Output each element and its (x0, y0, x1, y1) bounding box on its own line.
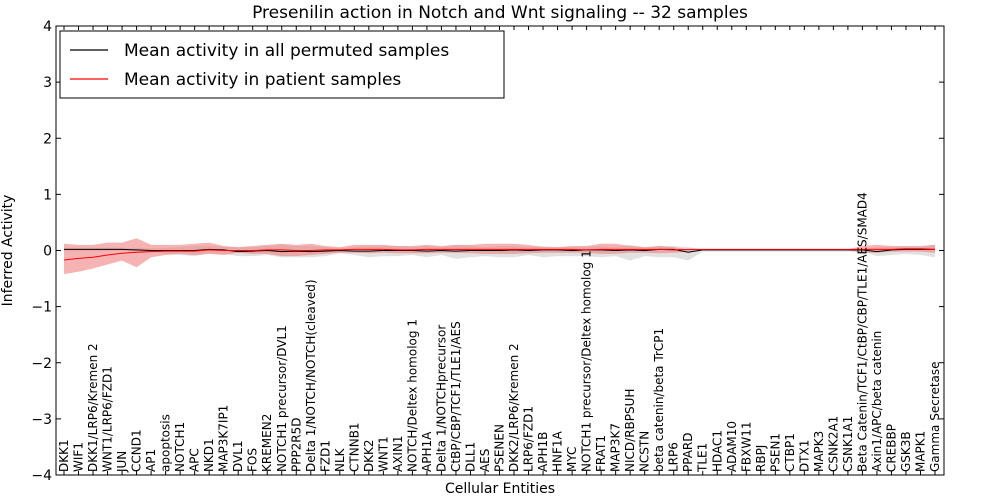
x-category-label: apoptosis (159, 414, 173, 472)
x-category-label: HDAC1 (710, 430, 724, 472)
y-tick-label: −1 (31, 300, 52, 316)
x-category-label: DKK1 (57, 439, 71, 472)
x-category-label: MAPK1 (914, 431, 928, 472)
x-category-label: NCSTN (638, 431, 652, 472)
x-category-label: Gamma Secretase (928, 361, 942, 472)
x-category-label: CtBP/CBP/TCF1/TLE1/AES (449, 321, 463, 472)
y-tick-label: 2 (43, 131, 52, 147)
x-category-label: Axin1/APC/beta catenin (870, 331, 884, 472)
x-axis-title: Cellular Entities (445, 481, 555, 497)
x-category-label: AP1 (144, 449, 158, 472)
y-tick-label: 3 (43, 75, 52, 91)
x-category-label: NLK (333, 447, 347, 472)
x-category-label: beta catenin/beta TrCP1 (652, 328, 666, 472)
legend-label: Mean activity in patient samples (124, 70, 401, 90)
series-line-patient (63, 248, 936, 261)
chart-title: Presenilin action in Notch and Wnt signa… (252, 3, 748, 23)
x-category-label: NOTCH1 precursor/Deltex homolog 1 (580, 250, 594, 472)
legend-box (59, 30, 505, 99)
x-category-label: AES (478, 449, 492, 472)
x-category-label: JUN (115, 451, 129, 473)
x-category-label: APC (188, 448, 202, 472)
x-category-label: DVL1 (231, 440, 245, 472)
x-category-label: CTBP1 (783, 433, 797, 472)
x-category-label: FRAT1 (594, 435, 608, 472)
y-axis-title: Inferred Activity (0, 195, 16, 307)
x-category-label: PSEN1 (768, 433, 782, 472)
x-category-label: NOTCH/Deltex homolog 1 (405, 319, 419, 472)
x-category-label: AXIN1 (391, 435, 405, 472)
x-category-label: NICD/RBPSUH (623, 389, 637, 472)
y-axis-ticks: −4 −3 −2 −1 0 1 2 3 4 (31, 19, 944, 484)
x-category-label: DLL1 (464, 442, 478, 472)
x-category-label: MAPK3 (812, 431, 826, 472)
x-category-label: FBXW11 (739, 422, 753, 473)
x-category-label: WNT1 (376, 436, 390, 472)
x-category-label: APH1A (420, 431, 434, 472)
x-category-label: PPP2R5D (289, 417, 303, 472)
plot-frame (55, 25, 945, 476)
confidence-bands (64, 238, 935, 275)
x-category-label: CREBBP (885, 424, 899, 472)
x-category-label: DKK2 (362, 439, 376, 472)
x-category-label: LRP6/FZD1 (522, 406, 536, 472)
x-axis-ticks (63, 26, 936, 475)
x-category-label: MAP3K7IP1 (217, 405, 231, 472)
x-category-label: NKD1 (202, 438, 216, 472)
x-category-label: RBPJ (754, 445, 768, 472)
x-category-label: Beta Catenin/TCF1/CtBP/CBP/TLE1/AES/SMAD… (855, 192, 869, 472)
x-category-label: Delta 1/NOTCH/NOTCH(cleaved) (304, 279, 318, 472)
x-category-label: WIF1 (72, 442, 86, 472)
y-tick-label: −2 (31, 356, 52, 372)
x-category-label: Delta 1/NOTCHprecursor (434, 325, 448, 472)
x-category-label: CCND1 (130, 429, 144, 472)
y-tick-label: −3 (31, 412, 52, 428)
x-category-label: MYC (565, 447, 579, 472)
x-category-label: DKK1/LRP6/Kremen 2 (86, 343, 100, 472)
x-category-label: CSNK1A1 (841, 416, 855, 472)
x-category-labels: DKK1 WIF1 DKK1/LRP6/Kremen 2 WNT1/LRP6/FZD1… (57, 192, 942, 473)
y-tick-label: 1 (43, 187, 52, 203)
x-category-label: FOS (246, 448, 260, 472)
y-tick-label: 4 (43, 19, 52, 35)
x-category-label: LRP6 (667, 442, 681, 472)
x-category-label: NOTCH1 (173, 422, 187, 472)
x-category-label: TLE1 (696, 443, 710, 473)
band-patient (64, 238, 935, 275)
y-tick-label: −4 (31, 468, 52, 484)
x-category-label: MAP3K7 (609, 423, 623, 472)
x-category-label: CSNK2A1 (826, 416, 840, 472)
y-tick-label: 0 (43, 244, 52, 260)
x-category-label: FZD1 (318, 440, 332, 472)
x-category-label: GSK3B (899, 431, 913, 472)
x-category-label: ADAM10 (725, 421, 739, 472)
x-category-label: DTX1 (797, 440, 811, 472)
x-category-label: NOTCH1 precursor/DVL1 (275, 325, 289, 472)
series-lines (63, 248, 936, 261)
x-category-label: WNT1/LRP6/FZD1 (101, 366, 115, 472)
legend: Mean activity in all permuted samples Mea… (59, 30, 505, 99)
x-category-label: DKK2/LRP6/Kremen 2 (507, 343, 521, 472)
x-category-label: HNF1A (551, 430, 565, 472)
x-category-label: APH1B (536, 432, 550, 472)
x-category-label: PSENEN (493, 424, 507, 472)
x-category-label: PPARD (681, 432, 695, 472)
x-category-label: CTNNB1 (347, 422, 361, 472)
legend-label: Mean activity in all permuted samples (124, 41, 449, 61)
x-category-label: KREMEN2 (260, 414, 274, 472)
